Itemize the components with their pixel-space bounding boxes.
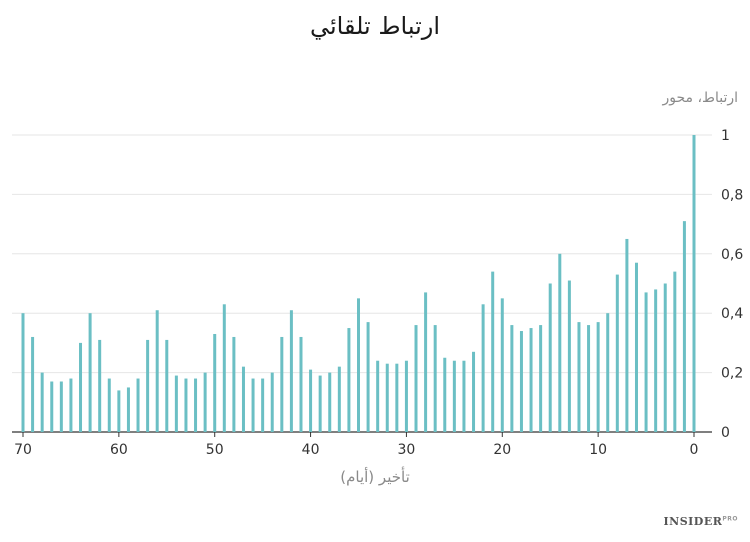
bar — [280, 336, 284, 432]
bar — [510, 325, 514, 432]
bar — [491, 271, 495, 432]
bar — [31, 336, 35, 432]
bar — [40, 372, 44, 432]
bar — [529, 328, 533, 432]
y-tick-label: 0,2 — [721, 366, 743, 382]
bar — [69, 378, 73, 432]
bar — [21, 313, 25, 432]
bar — [165, 339, 169, 432]
bar — [79, 342, 83, 432]
x-tick-label: 40 — [302, 442, 320, 458]
bar — [634, 262, 638, 432]
bar — [328, 372, 332, 432]
bar — [567, 280, 571, 432]
bar — [577, 322, 581, 432]
bar — [654, 289, 658, 432]
bar — [299, 336, 303, 432]
bar — [155, 310, 159, 432]
bar — [347, 328, 351, 432]
bar — [232, 336, 236, 432]
bar — [615, 274, 619, 432]
bar — [337, 366, 341, 432]
bar — [88, 313, 92, 432]
bar — [443, 357, 447, 432]
bar — [519, 331, 523, 432]
bar — [433, 325, 437, 432]
bar — [50, 381, 54, 432]
bar — [270, 372, 274, 432]
x-tick-label: 10 — [589, 442, 607, 458]
x-tick-label: 20 — [493, 442, 511, 458]
bar — [558, 253, 562, 432]
bar — [452, 360, 456, 432]
bar — [98, 339, 102, 432]
bar — [184, 378, 188, 432]
y-axis-label: ارتباط، محور — [662, 90, 738, 106]
bar — [472, 351, 476, 432]
y-tick-label: 0,6 — [721, 247, 743, 263]
brand-suffix: PRO — [722, 515, 738, 523]
x-tick-label: 30 — [398, 442, 416, 458]
bar — [424, 292, 428, 432]
bar — [500, 298, 504, 432]
bar — [136, 378, 140, 432]
bar — [376, 360, 380, 432]
bar — [146, 339, 150, 432]
bar — [261, 378, 265, 432]
bar — [309, 369, 313, 432]
bar — [241, 366, 245, 432]
x-tick-labels: 0 10 20 30 40 50 60 70 — [14, 432, 698, 458]
bar — [548, 283, 552, 432]
bar — [366, 322, 370, 432]
bar — [203, 372, 207, 432]
x-tick-label: 50 — [206, 442, 224, 458]
bar — [59, 381, 63, 432]
bar — [596, 322, 600, 432]
y-tick-label: 0 — [721, 425, 730, 441]
bar — [692, 135, 696, 432]
bar — [673, 271, 677, 432]
grid-lines — [12, 134, 712, 433]
bar — [289, 310, 293, 432]
y-tick-labels: 0 0,2 0,4 0,6 0,8 1 — [721, 128, 743, 441]
bar — [625, 238, 629, 432]
bar — [126, 387, 130, 432]
bar — [222, 304, 226, 432]
x-tick-label: 0 — [690, 442, 699, 458]
x-axis-label: تأخير (أيام) — [340, 468, 410, 486]
bar — [663, 283, 667, 432]
bar — [395, 363, 399, 432]
bar — [606, 313, 610, 432]
chart-title: ارتباط تلقائي — [309, 12, 441, 40]
bar — [213, 333, 217, 432]
bar — [414, 325, 418, 432]
bars-group — [21, 135, 696, 432]
bar — [107, 378, 111, 432]
brand-logo: INSIDERPRO — [664, 515, 738, 528]
bar — [318, 375, 322, 432]
bar — [481, 304, 485, 432]
y-tick-label: 1 — [721, 128, 730, 144]
bar — [682, 221, 686, 432]
x-tick-label: 70 — [14, 442, 32, 458]
x-tick-label: 60 — [110, 442, 128, 458]
bar — [385, 363, 389, 432]
brand-name: INSIDER — [663, 515, 723, 528]
bar — [357, 298, 360, 432]
bar — [174, 375, 178, 432]
bar — [462, 360, 466, 432]
bar — [644, 292, 648, 432]
y-tick-label: 0,8 — [721, 187, 743, 203]
bar — [587, 325, 591, 432]
bar — [539, 325, 543, 432]
bar — [117, 390, 121, 432]
bar — [194, 378, 198, 432]
bar — [251, 378, 255, 432]
bar — [404, 360, 408, 432]
y-tick-label: 0,4 — [721, 306, 743, 322]
